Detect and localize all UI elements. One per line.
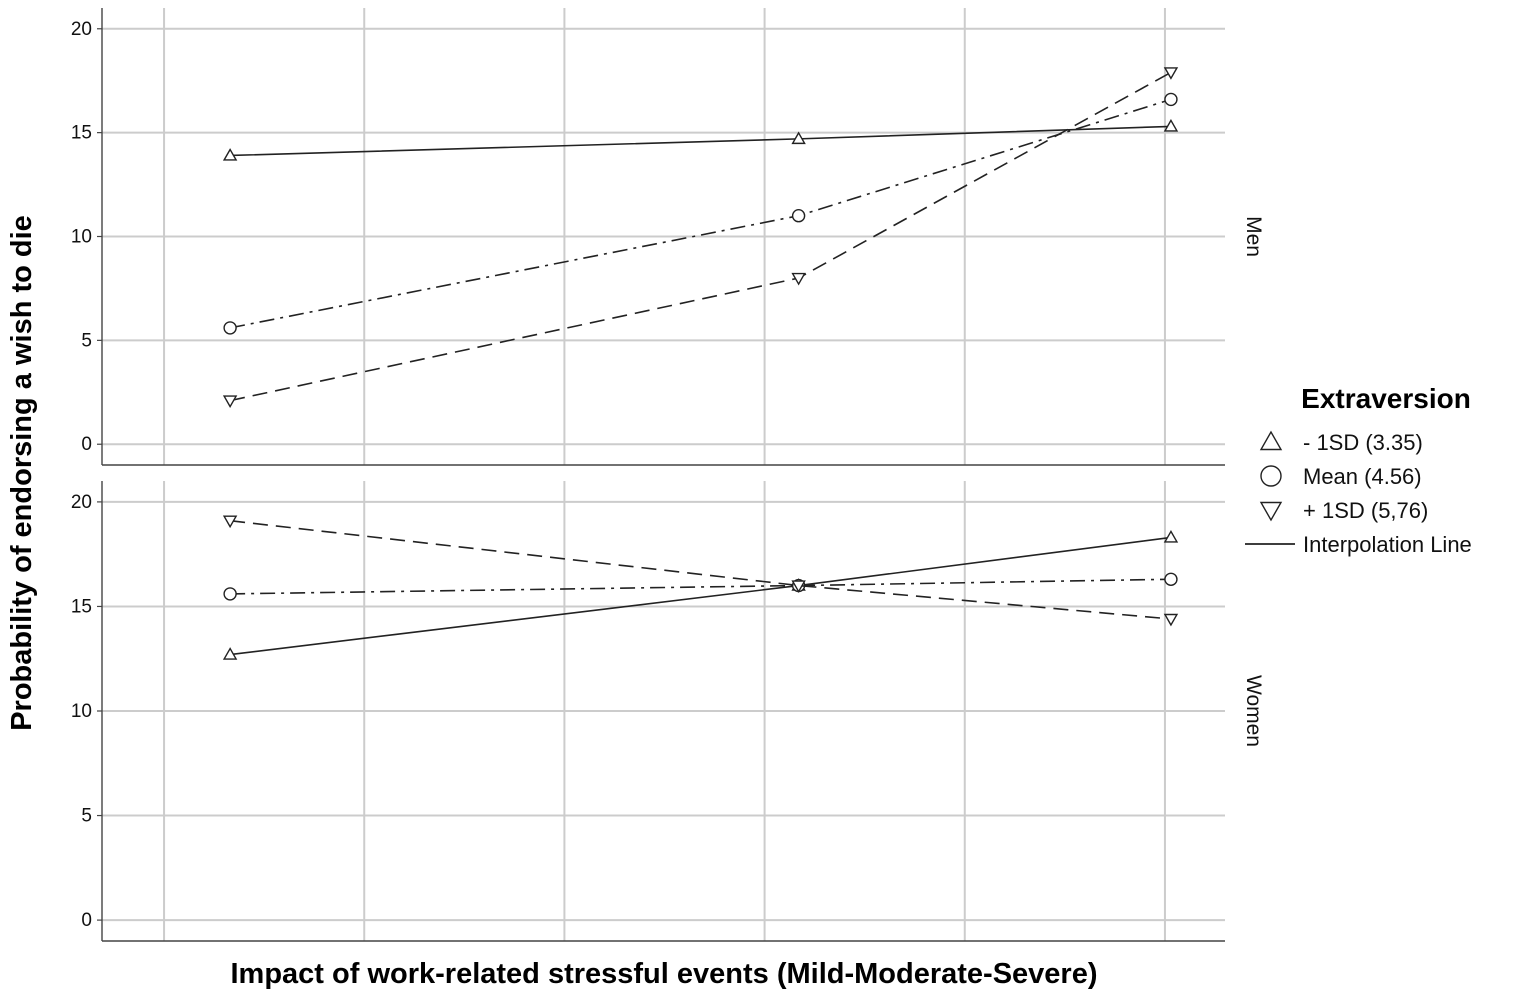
y-tick-label: 15 (71, 596, 92, 617)
y-tick-label: 5 (81, 806, 92, 827)
data-point-minus (1163, 118, 1179, 132)
data-point-mean (1164, 572, 1178, 586)
legend-marker-mean (1260, 465, 1282, 487)
data-point-mean (1164, 92, 1178, 107)
data-point-mean (791, 209, 806, 223)
data-point-minus (222, 647, 238, 660)
legend-title: Extraversion (1301, 383, 1471, 414)
legend-marker-plus (1259, 501, 1283, 522)
legend-label-plus: + 1SD (5,76) (1303, 498, 1428, 523)
y-tick-label: 10 (71, 227, 92, 248)
chart-panels: 0 5 10 15 20 Men 0 5 10 15 20 Women (71, 8, 1265, 942)
series-line-mean-women (230, 578, 1171, 595)
legend-label-mean: Mean (4.56) (1303, 464, 1422, 489)
y-tick-label: 10 (71, 701, 92, 722)
facet-label-women: Women (1242, 675, 1265, 747)
y-tick-label: 0 (81, 910, 92, 931)
panel-women: 0 5 10 15 20 Women (71, 481, 1265, 942)
data-point-mean (223, 587, 237, 601)
y-tick-label: 20 (71, 492, 92, 513)
y-tick-label: 20 (71, 19, 92, 40)
series-line-plus-women (230, 519, 1172, 620)
panel-men: 0 5 10 15 20 Men (71, 8, 1265, 466)
legend-marker-minus (1259, 430, 1283, 451)
facet-label-men: Men (1242, 216, 1265, 257)
x-axis-title: Impact of work-related stressful events … (230, 958, 1097, 990)
data-point-plus (1163, 613, 1179, 627)
data-point-mean (223, 321, 237, 335)
data-point-plus (1163, 67, 1179, 80)
data-point-plus (791, 580, 806, 593)
y-tick-label: 5 (81, 330, 92, 351)
legend: Extraversion - 1SD (3.35) Mean (4.56) + 1S… (1245, 383, 1472, 557)
data-point-plus (222, 515, 238, 529)
data-point-plus (791, 272, 806, 286)
legend-label-minus: - 1SD (3.35) (1303, 430, 1423, 455)
data-point-minus (791, 131, 806, 145)
y-tick-label: 15 (71, 123, 92, 144)
data-point-minus (222, 148, 238, 161)
data-point-plus (222, 395, 238, 409)
data-point-minus (1163, 530, 1179, 543)
legend-label-interp: Interpolation Line (1303, 532, 1472, 557)
y-axis-title: Probability of endorsing a wish to die (6, 215, 38, 731)
y-tick-label: 0 (81, 434, 92, 455)
